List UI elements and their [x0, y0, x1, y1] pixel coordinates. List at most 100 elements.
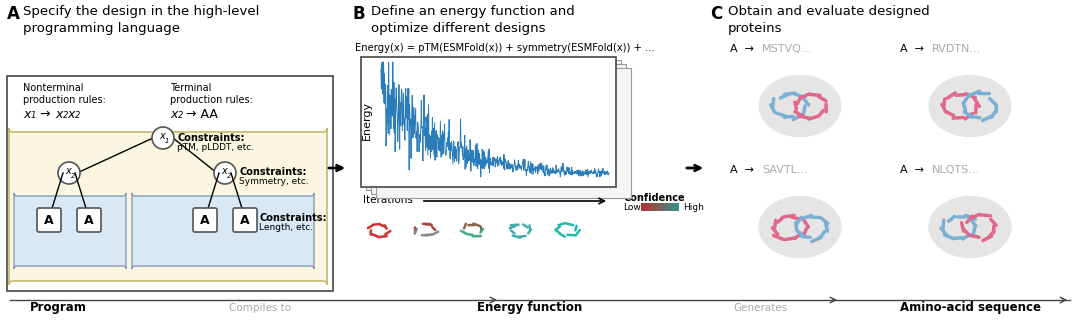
Text: 2: 2 — [63, 111, 68, 120]
Bar — [645, 203, 646, 211]
Ellipse shape — [758, 196, 841, 258]
Text: x: x — [55, 108, 63, 121]
Text: A  →: A → — [900, 165, 931, 175]
FancyBboxPatch shape — [193, 208, 217, 232]
Text: Low: Low — [623, 202, 640, 212]
Text: Compiles to: Compiles to — [229, 303, 292, 313]
Bar — [670, 203, 671, 211]
FancyBboxPatch shape — [37, 208, 60, 232]
FancyBboxPatch shape — [361, 57, 616, 187]
Text: Energy(x) = pTM(ESMFold(x)) + symmetry(ESMFold(x)) + ...: Energy(x) = pTM(ESMFold(x)) + symmetry(E… — [355, 43, 654, 53]
Text: MSTVQ...: MSTVQ... — [762, 44, 813, 54]
Bar — [657, 203, 658, 211]
Text: 1: 1 — [31, 111, 37, 120]
Ellipse shape — [929, 196, 1012, 258]
Text: Constraints:: Constraints: — [259, 213, 326, 223]
Bar — [676, 203, 677, 211]
Text: 1: 1 — [165, 138, 170, 144]
Text: 2: 2 — [227, 173, 231, 179]
Text: B: B — [353, 5, 366, 23]
FancyBboxPatch shape — [6, 76, 333, 291]
Text: x: x — [23, 108, 30, 121]
Text: x: x — [67, 108, 75, 121]
Text: A: A — [44, 214, 54, 227]
Bar — [667, 203, 669, 211]
Bar — [644, 203, 645, 211]
Bar — [654, 203, 656, 211]
Bar — [652, 203, 653, 211]
Text: NLQTS...: NLQTS... — [932, 165, 981, 175]
Text: A: A — [6, 5, 19, 23]
Bar — [650, 203, 651, 211]
Text: pTM, pLDDT, etc.: pTM, pLDDT, etc. — [177, 143, 254, 152]
Text: A  →: A → — [730, 165, 761, 175]
FancyBboxPatch shape — [77, 208, 102, 232]
Text: A  →: A → — [730, 44, 761, 54]
Text: Program: Program — [30, 302, 86, 315]
Text: Constraints:: Constraints: — [239, 167, 307, 177]
Text: Terminal
production rules:: Terminal production rules: — [170, 83, 253, 105]
Bar — [677, 203, 678, 211]
Bar — [646, 203, 647, 211]
Text: High: High — [683, 202, 704, 212]
Bar — [675, 203, 676, 211]
Bar — [678, 203, 679, 211]
Text: 2: 2 — [75, 111, 80, 120]
Text: Nonterminal
production rules:: Nonterminal production rules: — [23, 83, 106, 105]
Bar — [661, 203, 662, 211]
Text: x: x — [221, 166, 227, 176]
Text: Specify the design in the high-level
programming language: Specify the design in the high-level pro… — [23, 5, 259, 35]
Text: Obtain and evaluate designed
proteins: Obtain and evaluate designed proteins — [728, 5, 930, 35]
Text: Iterations: Iterations — [363, 195, 413, 205]
Bar — [671, 203, 672, 211]
FancyBboxPatch shape — [9, 128, 327, 285]
Text: RVDTN...: RVDTN... — [932, 44, 982, 54]
Circle shape — [58, 162, 80, 184]
Text: Length, etc.: Length, etc. — [259, 223, 313, 232]
Text: 2: 2 — [178, 111, 184, 120]
Bar — [659, 203, 660, 211]
Bar — [654, 203, 657, 211]
Bar — [656, 203, 657, 211]
Bar — [642, 203, 643, 211]
Text: Amino-acid sequence: Amino-acid sequence — [900, 302, 1040, 315]
Text: Generates: Generates — [733, 303, 787, 313]
Text: →: → — [36, 108, 54, 121]
Bar — [642, 203, 643, 211]
Text: → AA: → AA — [183, 108, 218, 121]
Text: 2: 2 — [71, 173, 76, 179]
Text: A: A — [84, 214, 94, 227]
Ellipse shape — [758, 75, 841, 137]
Text: C: C — [710, 5, 723, 23]
FancyBboxPatch shape — [14, 193, 126, 269]
Ellipse shape — [929, 75, 1012, 137]
Bar — [664, 203, 665, 211]
FancyBboxPatch shape — [372, 64, 626, 194]
Bar — [649, 203, 650, 211]
Bar — [672, 203, 673, 211]
Circle shape — [152, 127, 174, 149]
FancyBboxPatch shape — [233, 208, 257, 232]
Bar — [651, 203, 652, 211]
Bar — [666, 203, 667, 211]
Bar — [647, 203, 648, 211]
Text: x: x — [170, 108, 177, 121]
Bar — [643, 203, 644, 211]
FancyBboxPatch shape — [366, 60, 621, 190]
Bar — [660, 203, 661, 211]
Bar — [669, 203, 670, 211]
FancyBboxPatch shape — [376, 68, 631, 198]
Bar — [662, 203, 663, 211]
Bar — [653, 203, 654, 211]
Text: A: A — [240, 214, 249, 227]
FancyBboxPatch shape — [132, 193, 314, 269]
Text: Constraints:: Constraints: — [177, 133, 244, 143]
Text: A  →: A → — [900, 44, 931, 54]
Text: x: x — [159, 131, 165, 141]
Bar — [665, 203, 666, 211]
Text: x: x — [65, 166, 71, 176]
Text: Define an energy function and
optimize different designs: Define an energy function and optimize d… — [372, 5, 575, 35]
Text: Symmetry, etc.: Symmetry, etc. — [239, 177, 309, 186]
Text: A: A — [200, 214, 210, 227]
Text: Energy function: Energy function — [477, 302, 582, 315]
